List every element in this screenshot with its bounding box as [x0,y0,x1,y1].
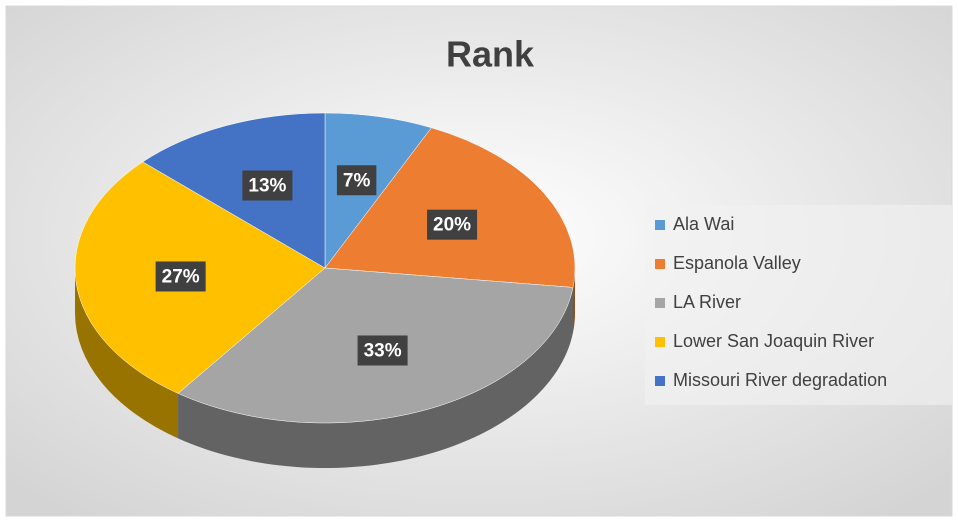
legend-swatch [655,259,665,269]
legend-box [645,205,952,405]
slice-side [75,268,179,439]
slice [324,127,576,288]
data-label-box [357,335,408,366]
legend-swatch [655,220,665,230]
slice [324,112,432,269]
chart-title: Rank [446,34,535,75]
data-label: 13% [248,176,286,197]
legend-label: Lower San Joaquin River [673,331,874,351]
legend-label: Espanola Valley [673,253,801,273]
slice-side [178,287,574,469]
legend-label: Ala Wai [673,214,734,234]
slice-side [573,268,575,333]
legend-label: Missouri River degradation [673,370,887,390]
data-label-box [242,170,293,201]
slice [142,112,326,269]
data-label: 20% [433,215,471,236]
data-label-box [427,209,478,240]
data-label: 27% [162,266,200,287]
data-label-box [336,165,377,196]
data-label-box [155,261,206,292]
legend-label: LA River [673,292,741,312]
legend-swatch [655,298,665,308]
data-label: 33% [364,341,402,362]
legend-swatch [655,376,665,386]
data-label: 7% [343,170,371,191]
legend-swatch [655,337,665,347]
